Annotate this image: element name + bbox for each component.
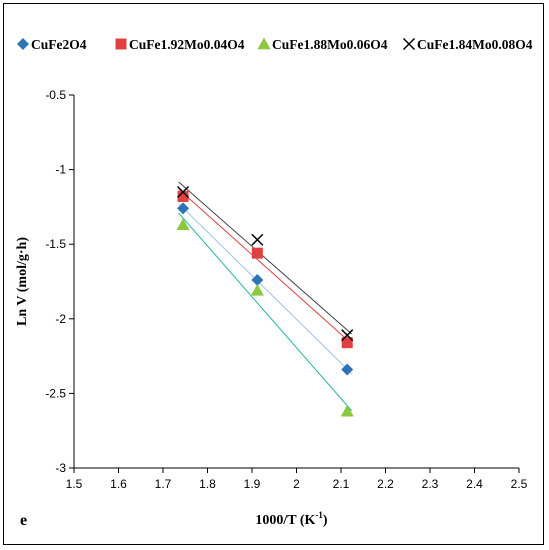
y-tick-label: -1 [55,163,66,177]
cross-marker [341,329,354,342]
legend-item: CuFe2O4 [17,37,87,52]
trendlines [178,181,353,412]
y-ticks: -0.5 -1 -1.5 -2 -2.5 -3 [45,88,74,475]
diamond-marker [341,363,354,376]
cross-marker [176,185,190,199]
chart-svg: CuFe2O4 CuFe1.92Mo0.04O4 CuFe1.88Mo0.06O4 C… [15,37,533,529]
y-axis-title: Ln V (mol/g·h) [15,237,30,326]
legend: CuFe2O4 CuFe1.92Mo0.04O4 CuFe1.88Mo0.06O4 C… [17,37,533,52]
chart-frame: CuFe2O4 CuFe1.92Mo0.04O4 CuFe1.88Mo0.06O4 C… [3,3,544,545]
x-ticks: 1.5 1.6 1.7 1.8 1.9 2 2.1 2.2 2.3 2.4 2.5 [66,468,528,491]
diamond-marker [177,202,190,215]
y-tick-label: -2 [55,312,66,326]
legend-item: CuFe1.84Mo0.08O4 [402,37,533,52]
legend-label: CuFe2O4 [31,37,87,52]
triangle-marker [257,37,271,50]
square-marker [115,38,127,50]
legend-label: CuFe1.84Mo0.08O4 [417,37,533,52]
cross-stroke [176,185,190,199]
trendline [178,181,353,335]
x-tick-label: 2.2 [377,477,394,491]
triangle-marker [176,218,190,231]
triangle-marker [250,283,264,296]
y-tick-label: -3 [55,461,66,475]
square-marker [177,190,189,202]
x-tick-label: 2.1 [333,477,350,491]
x-tick-label: 2.3 [422,477,439,491]
x-tick-label: 1.9 [244,477,261,491]
legend-label: CuFe1.88Mo0.06O4 [272,37,388,52]
x-tick-label: 2.4 [466,477,483,491]
x-tick-label: 1.8 [199,477,216,491]
legend-label: CuFe1.92Mo0.04O4 [129,37,245,52]
trendline [178,188,353,345]
data-points [176,185,354,417]
trendline [178,203,353,374]
x-tick-label: 2.5 [511,477,528,491]
x-axis-title-main: 1000/T (K [255,513,315,528]
x-tick-label: 1.7 [155,477,172,491]
x-axis-title-close: ) [323,513,328,528]
x-tick-label: 2 [293,477,300,491]
cross-stroke [251,233,264,246]
square-marker [251,247,263,259]
y-tick-label: -0.5 [45,88,66,102]
x-tick-label: 1.5 [66,477,83,491]
x-axis-title: 1000/T (K-1) [255,510,328,528]
legend-item: CuFe1.92Mo0.04O4 [115,37,245,52]
x-axis-title-sup: -1 [315,510,323,520]
square-marker [341,337,353,349]
trendline [178,212,353,412]
y-tick-label: -2.5 [45,386,66,400]
cross-stroke [402,37,416,51]
y-tick-label: -1.5 [45,237,66,251]
diamond-marker [17,38,29,50]
cross-stroke [341,329,354,342]
panel-label: e [20,512,27,529]
cross-marker [251,233,264,246]
legend-item: CuFe1.88Mo0.06O4 [257,37,388,52]
diamond-marker [251,274,264,287]
triangle-marker [340,404,354,417]
x-tick-label: 1.6 [110,477,127,491]
cross-marker [402,37,416,51]
